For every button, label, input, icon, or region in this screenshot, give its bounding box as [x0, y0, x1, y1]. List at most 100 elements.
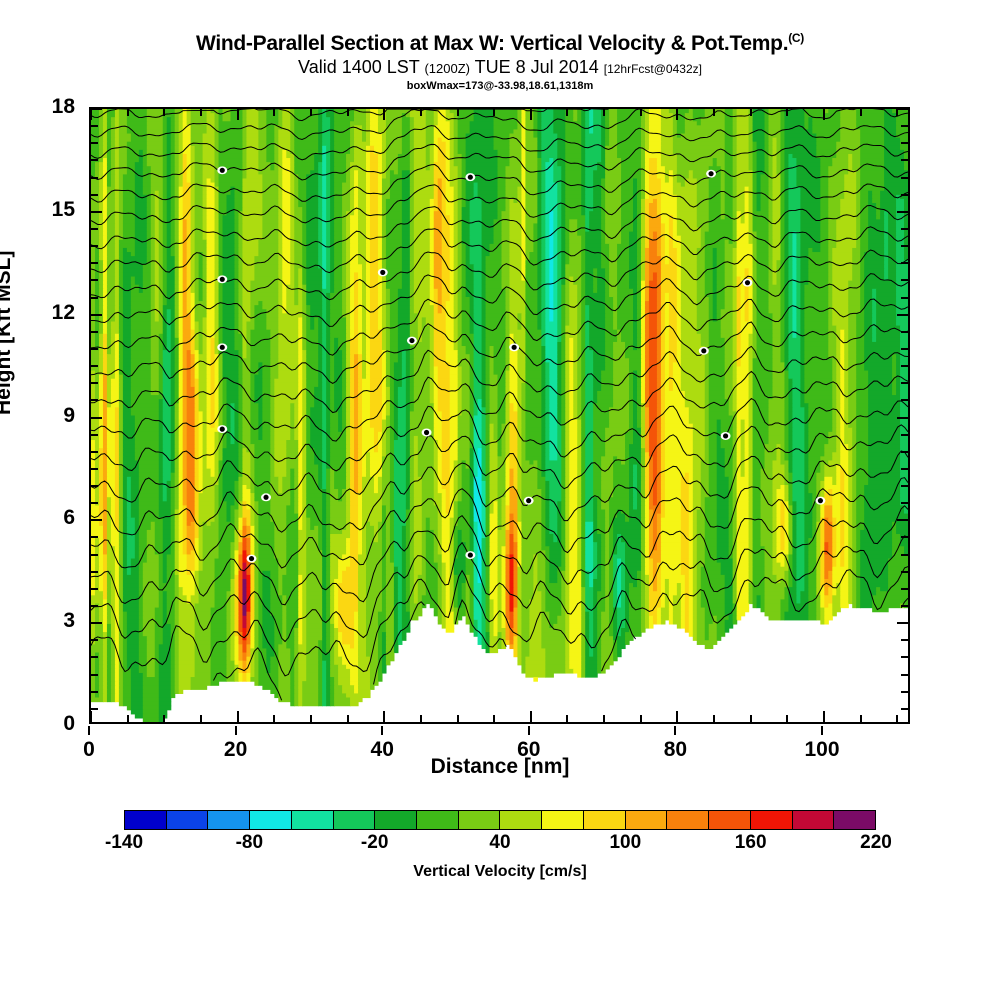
x-tick-outer [234, 726, 237, 735]
copyright-mark: (C) [788, 31, 804, 45]
y-tick-inner-right [901, 347, 908, 350]
y-tick-inner [91, 690, 98, 693]
y-tick-inner [91, 193, 98, 196]
y-tick-inner-right [901, 587, 908, 590]
x-tick-inner [639, 715, 642, 722]
valid-time: Valid 1400 LST [298, 57, 425, 77]
y-tick-inner-right [901, 382, 908, 385]
y-tick-inner [91, 142, 98, 145]
x-tick-inner-top [896, 109, 899, 116]
y-axis-tick-label: 3 [63, 609, 75, 633]
colorbar-swatch-2 [208, 811, 251, 829]
x-tick-inner [859, 715, 862, 722]
colorbar-swatch-6 [375, 811, 418, 829]
x-tick-inner-top [639, 109, 642, 116]
colorbar-swatch-16 [792, 811, 835, 829]
colorbar-caption: Vertical Velocity [cm/s] [413, 863, 587, 880]
x-tick-inner-top [199, 109, 202, 116]
y-tick-inner [91, 519, 102, 522]
x-tick-inner [566, 715, 569, 722]
x-tick-inner [383, 711, 386, 722]
potential-temperature-contours [91, 109, 908, 701]
colorbar-swatch-1 [166, 811, 209, 829]
x-tick-inner [786, 715, 789, 722]
x-tick-inner [713, 715, 716, 722]
x-tick-inner [236, 711, 239, 722]
x-tick-inner [603, 715, 606, 722]
y-tick-inner-right [901, 605, 908, 608]
y-tick-inner-right [897, 519, 908, 522]
y-tick-inner-right [901, 227, 908, 230]
y-tick-inner [91, 622, 102, 625]
y-axis-tick-label: 18 [51, 95, 75, 118]
x-axis-title: Distance [nm] [430, 755, 570, 778]
colorbar-swatch-4 [291, 811, 334, 829]
y-tick-inner [91, 553, 98, 556]
x-tick-inner [896, 715, 899, 722]
x-axis-tick-label: 20 [223, 738, 248, 761]
y-tick-inner-right [901, 707, 908, 710]
y-tick-inner [91, 227, 98, 230]
x-tick-inner [493, 715, 496, 722]
y-tick-inner [91, 125, 98, 128]
y-tick-inner [91, 279, 98, 282]
y-tick-inner-right [901, 365, 908, 368]
y-tick-inner-right [897, 622, 908, 625]
x-tick-inner-top [163, 109, 166, 116]
y-tick-inner [91, 399, 98, 402]
x-tick-inner-top [823, 109, 826, 120]
colorbar-tick-label: -140 [104, 832, 144, 853]
y-tick-inner-right [901, 690, 908, 693]
colorbar-swatch-9 [500, 811, 543, 829]
x-tick-outer [88, 726, 90, 735]
colorbar-swatch-7 [417, 811, 459, 829]
colorbar-tick-label: 220 [860, 832, 892, 853]
x-tick-inner [309, 715, 312, 722]
y-tick-inner-right [901, 485, 908, 488]
colorbar-swatch-17 [834, 811, 875, 829]
x-tick-inner [456, 715, 459, 722]
x-tick-inner-top [566, 109, 569, 116]
x-tick-outer [821, 726, 824, 735]
y-tick-inner-right [901, 193, 908, 196]
y-tick-inner [91, 245, 98, 248]
y-tick-inner-right [901, 399, 908, 402]
y-tick-inner [91, 313, 102, 316]
x-tick-inner [346, 715, 349, 722]
y-axis-tick-label: 9 [63, 403, 75, 427]
y-axis-tick-label: 0 [63, 712, 75, 735]
x-tick-inner-top [236, 109, 239, 120]
colorbar-swatch-0 [125, 811, 167, 829]
colorbar-tick-label: -80 [235, 832, 264, 853]
y-tick-inner [91, 570, 98, 573]
y-tick-inner [91, 467, 98, 470]
x-tick-inner [823, 711, 826, 722]
plot-canvas [91, 109, 908, 722]
y-tick-inner-right [901, 262, 908, 265]
colorbar-tick-label: 40 [489, 832, 511, 853]
y-tick-inner [91, 656, 98, 659]
y-tick-inner [91, 159, 98, 162]
x-tick-inner-top [419, 109, 422, 116]
x-tick-inner-top [786, 109, 789, 116]
chart-annotation: boxWmax=173@-33.98,18.61,1318m [406, 80, 594, 92]
x-tick-inner-top [676, 109, 679, 120]
x-tick-inner [529, 711, 532, 722]
x-tick-inner-top [91, 109, 92, 120]
x-tick-inner-top [859, 109, 862, 116]
x-tick-outer [674, 726, 677, 735]
y-tick-inner [91, 707, 98, 710]
y-tick-inner [91, 673, 98, 676]
x-tick-inner-top [383, 109, 386, 120]
x-axis-tick-label: 80 [663, 738, 688, 761]
x-tick-inner-top [493, 109, 496, 116]
y-tick-inner [91, 365, 98, 368]
y-tick-inner [91, 382, 98, 385]
x-tick-inner-top [346, 109, 349, 116]
chart-subtitle: Valid 1400 LST (1200Z) TUE 8 Jul 2014 [1… [0, 57, 1000, 80]
colorbar-tick-label: 100 [609, 832, 642, 853]
y-tick-inner-right [901, 570, 908, 573]
plot-area [89, 107, 910, 724]
y-tick-inner [91, 262, 98, 265]
y-tick-inner-right [901, 125, 908, 128]
